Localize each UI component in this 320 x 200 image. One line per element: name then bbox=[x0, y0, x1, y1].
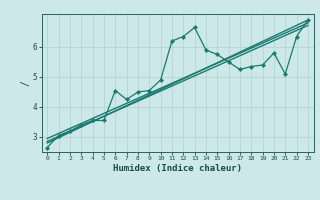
X-axis label: Humidex (Indice chaleur): Humidex (Indice chaleur) bbox=[113, 164, 242, 173]
Y-axis label: /: / bbox=[20, 80, 30, 86]
